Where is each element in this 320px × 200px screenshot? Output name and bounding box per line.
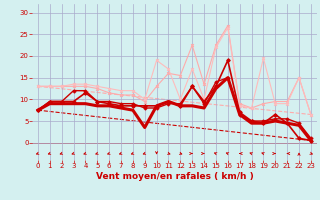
X-axis label: Vent moyen/en rafales ( km/h ): Vent moyen/en rafales ( km/h ) <box>96 172 253 181</box>
